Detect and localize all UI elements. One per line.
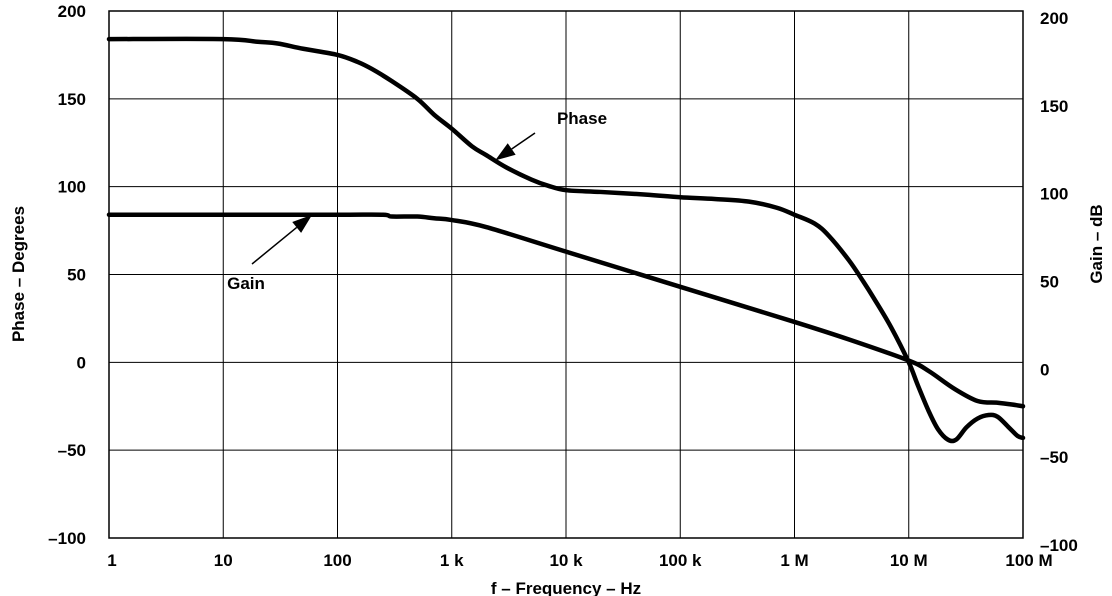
x-tick-label: 1 <box>107 551 116 570</box>
y-right-tick-labels: 200 150 100 50 0 –50 –100 <box>1040 9 1078 555</box>
y-right-tick-label: 200 <box>1040 9 1068 28</box>
y-left-tick-label: 0 <box>77 353 86 372</box>
y-right-axis-title: Gain – dB <box>1087 204 1106 283</box>
annotation-arrow-head <box>292 214 313 233</box>
annotation-label-gain: Gain <box>227 274 265 293</box>
x-tick-label: 1 M <box>780 551 808 570</box>
x-axis-title: f – Frequency – Hz <box>491 579 641 596</box>
y-right-tick-label: 100 <box>1040 185 1068 204</box>
x-tick-label: 100 M <box>1005 551 1052 570</box>
y-left-tick-label: 100 <box>58 178 86 197</box>
annotation-arrow-line <box>511 132 536 150</box>
series-line-gain <box>106 212 1026 409</box>
x-tick-label: 1 k <box>440 551 464 570</box>
y-left-tick-label: 200 <box>58 2 86 21</box>
x-tick-label: 10 M <box>890 551 928 570</box>
y-left-axis-title: Phase – Degrees <box>9 206 28 342</box>
y-right-tick-label: –100 <box>1040 536 1078 555</box>
y-left-tick-label: 50 <box>67 266 86 285</box>
x-tick-label: 10 <box>214 551 233 570</box>
series-layer <box>106 36 1026 444</box>
annotation-label-phase: Phase <box>557 109 607 128</box>
x-tick-label: 10 k <box>549 551 583 570</box>
series-line-phase <box>106 36 1026 444</box>
annotation-arrow-head <box>495 143 516 161</box>
annotation-arrow-line <box>251 226 298 265</box>
y-right-tick-label: 0 <box>1040 360 1049 379</box>
y-right-tick-label: 150 <box>1040 97 1068 116</box>
x-tick-labels: 1 10 100 1 k 10 k 100 k 1 M 10 M 100 M <box>107 551 1052 570</box>
y-left-tick-labels: 200 150 100 50 0 –50 –100 <box>48 2 86 548</box>
x-tick-label: 100 <box>323 551 351 570</box>
y-right-tick-label: 50 <box>1040 273 1059 292</box>
y-left-tick-label: –50 <box>58 441 86 460</box>
plot-frame <box>108 10 1024 539</box>
annotations: Phase Gain <box>227 109 607 293</box>
x-tick-label: 100 k <box>659 551 702 570</box>
y-left-tick-label: –100 <box>48 529 86 548</box>
y-left-tick-label: 150 <box>58 90 86 109</box>
y-right-tick-label: –50 <box>1040 448 1068 467</box>
